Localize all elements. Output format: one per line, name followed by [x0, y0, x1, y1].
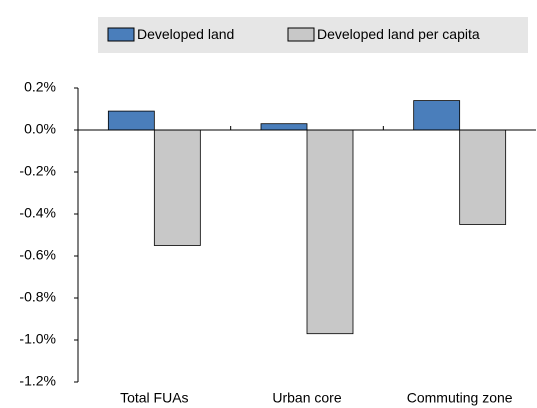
y-tick-label: -1.0%: [19, 331, 56, 347]
bar: [306, 129, 354, 335]
y-tick-label: -0.2%: [19, 163, 56, 179]
bar: [153, 129, 201, 246]
x-tick-label: Total FUAs: [120, 390, 188, 406]
y-tick-label: -0.4%: [19, 205, 56, 221]
y-tick-label: 0.2%: [24, 79, 56, 95]
y-tick-label: -0.6%: [19, 247, 56, 263]
bar: [413, 100, 461, 131]
legend-swatch: [107, 27, 135, 42]
legend-swatch: [287, 27, 315, 42]
bar: [459, 129, 507, 225]
y-tick-label: -0.8%: [19, 289, 56, 305]
legend-label: Developed land: [137, 26, 234, 42]
x-tick-label: Urban core: [272, 390, 341, 406]
y-tick-label: -1.2%: [19, 373, 56, 389]
legend-label: Developed land per capita: [317, 26, 480, 42]
x-tick-label: Commuting zone: [407, 390, 513, 406]
bar: [107, 110, 155, 131]
y-tick-label: 0.0%: [24, 121, 56, 137]
bar: [260, 123, 308, 131]
